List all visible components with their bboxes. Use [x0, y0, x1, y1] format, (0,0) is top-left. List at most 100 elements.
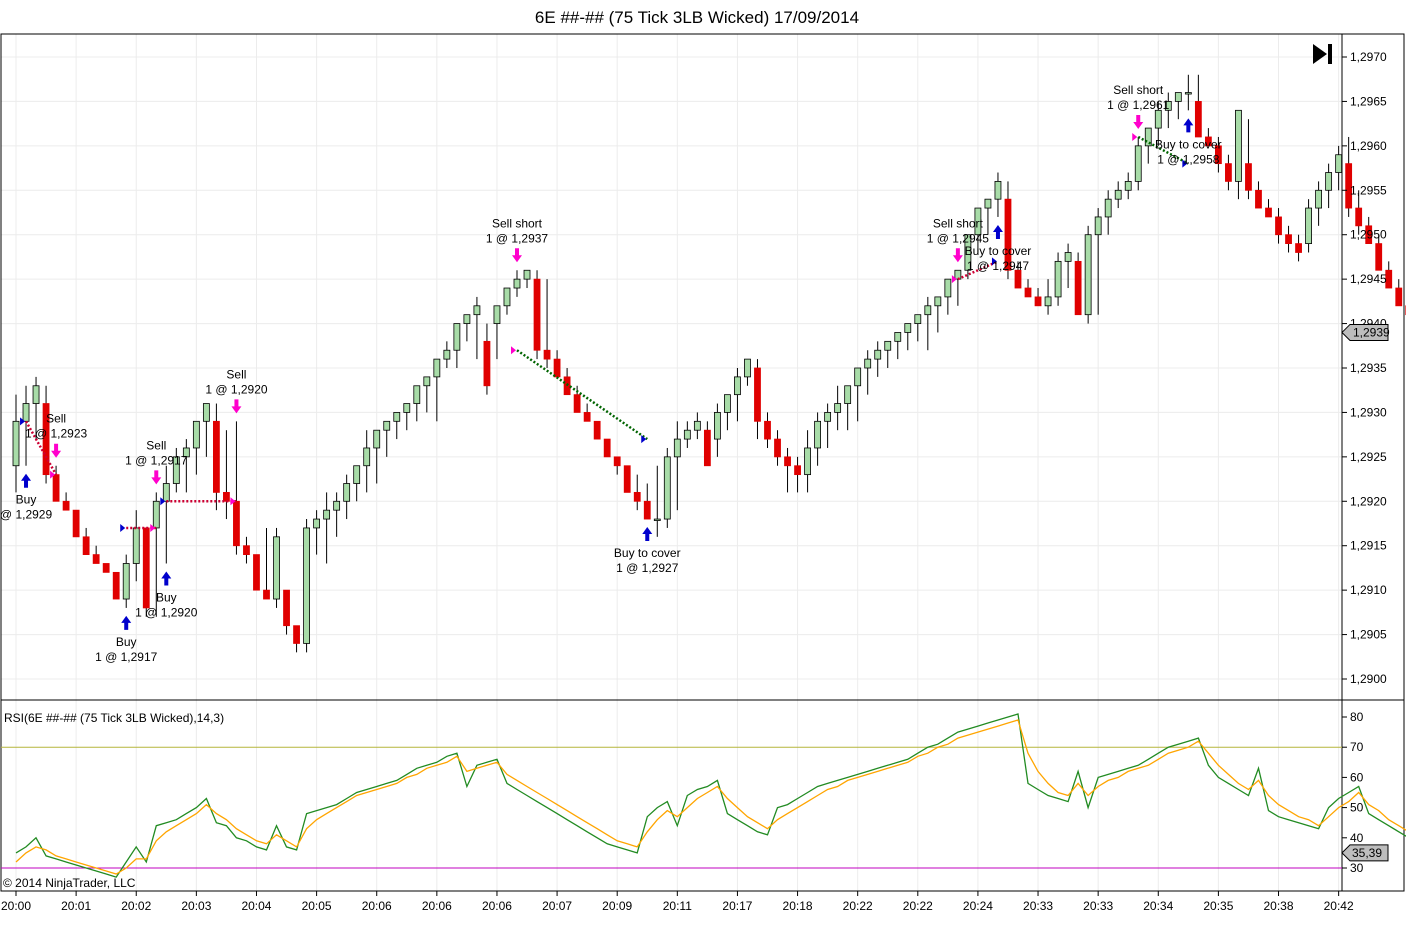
candle-body-up: [494, 306, 500, 324]
candle-body-up: [414, 386, 420, 404]
candle-body-down: [213, 421, 219, 492]
trade-label-fill: @ 1,2929: [0, 508, 52, 522]
candle-body-down: [544, 350, 550, 359]
candle-body-down: [634, 492, 640, 501]
candle-body-up: [374, 430, 380, 448]
candle-body-up: [684, 430, 690, 439]
time-tick-label: 20:07: [542, 899, 572, 913]
candle-body-down: [73, 510, 79, 537]
trade-label-action: Sell short: [1113, 83, 1164, 97]
rsi-tick-label: 60: [1350, 770, 1364, 784]
chart-title: 6E ##-## (75 Tick 3LB Wicked) 17/09/2014: [535, 8, 859, 27]
trade-label-action: Sell: [226, 367, 246, 381]
candle-body-down: [574, 395, 580, 413]
candle: [1085, 226, 1091, 324]
trade-label-fill: 1 @ 1,2920: [205, 382, 268, 396]
trade-label-action: Buy to cover: [1155, 137, 1222, 151]
trade-label-action: Sell: [46, 412, 66, 426]
candle-body-down: [624, 466, 630, 493]
candle-body-up: [714, 412, 720, 439]
candle-body-down: [795, 466, 801, 475]
time-tick-label: 20:09: [602, 899, 632, 913]
candle-body-up: [504, 288, 510, 306]
trade-label-fill: 1 @ 1,2920: [135, 605, 198, 619]
candle: [664, 448, 670, 528]
candle-body-up: [744, 359, 750, 377]
candle-body-up: [815, 421, 821, 448]
candle-body-down: [765, 421, 771, 439]
candle-body-up: [524, 270, 530, 279]
trade-label-fill: 1 @ 1,2947: [967, 259, 1030, 273]
candle-body-up: [855, 368, 861, 386]
price-tick-label: 1,2905: [1350, 628, 1387, 642]
candle: [604, 439, 610, 457]
candle-body-down: [1255, 190, 1261, 208]
candle-body-down: [223, 492, 229, 501]
candle-body-down: [233, 501, 239, 545]
candle-body-up: [324, 510, 330, 519]
time-tick-label: 20:06: [422, 899, 452, 913]
time-tick-label: 20:04: [241, 899, 271, 913]
candle-body-up: [805, 448, 811, 475]
candle: [113, 572, 119, 599]
candle-body-down: [1035, 297, 1041, 306]
candle-body-up: [1175, 93, 1181, 102]
candle-body-up: [13, 421, 19, 465]
time-tick-label: 20:24: [963, 899, 993, 913]
candle-body-down: [1276, 217, 1282, 235]
price-tick-label: 1,2945: [1350, 272, 1387, 286]
candle-body-up: [163, 484, 169, 502]
candle-body-down: [294, 626, 300, 644]
candle-body-down: [704, 430, 710, 466]
candle-body-up: [444, 350, 450, 359]
candle-body-down: [53, 475, 59, 502]
candle-body-up: [865, 359, 871, 368]
candle-body-down: [594, 421, 600, 439]
candle-body-up: [985, 199, 991, 208]
candle-body-up: [1155, 110, 1161, 128]
candle-body-up: [654, 519, 660, 521]
candle-body-up: [915, 315, 921, 324]
candle-body-up: [845, 386, 851, 404]
candle-body-up: [123, 563, 129, 599]
candle: [253, 555, 259, 591]
candle-body-up: [384, 421, 390, 430]
candle-body-up: [344, 484, 350, 502]
time-tick-label: 20:06: [482, 899, 512, 913]
candle-body-down: [103, 563, 109, 572]
candle-body-up: [1045, 297, 1051, 306]
candle-body-down: [534, 279, 540, 350]
time-tick-label: 20:22: [843, 899, 873, 913]
candle-body-down: [614, 457, 620, 466]
trade-label-fill: 1 @ 1,2958: [1157, 152, 1220, 166]
candle-body-up: [925, 306, 931, 315]
price-tick-label: 1,2970: [1350, 50, 1387, 64]
candle-body-down: [1195, 101, 1201, 137]
trade-label-action: Sell: [146, 438, 166, 452]
candle-body-down: [584, 412, 590, 421]
candle-body-up: [274, 537, 280, 599]
candle-body-up: [1065, 252, 1071, 261]
candle-body-up: [724, 395, 730, 413]
trade-label-fill: 1 @ 1,2937: [486, 231, 549, 245]
rsi-tick-label: 40: [1350, 831, 1364, 845]
candle-body-up: [885, 341, 891, 350]
candle-body-down: [284, 590, 290, 626]
candle-body-up: [674, 439, 680, 457]
candle-body-up: [434, 359, 440, 377]
candle-body-up: [424, 377, 430, 386]
time-tick-label: 20:11: [663, 899, 692, 913]
time-tick-label: 20:42: [1324, 899, 1354, 913]
price-tick-label: 1,2965: [1350, 94, 1387, 108]
candle-body-up: [314, 519, 320, 528]
trade-label-action: Buy to cover: [965, 244, 1032, 258]
candle-body-down: [1286, 235, 1292, 244]
candle-body-up: [354, 466, 360, 484]
rsi-tick-label: 80: [1350, 710, 1364, 724]
candle: [624, 466, 630, 493]
candle-body-up: [995, 181, 1001, 199]
price-tick-label: 1,2915: [1350, 539, 1387, 553]
candle-body-down: [554, 359, 560, 377]
candle-body-up: [404, 404, 410, 413]
